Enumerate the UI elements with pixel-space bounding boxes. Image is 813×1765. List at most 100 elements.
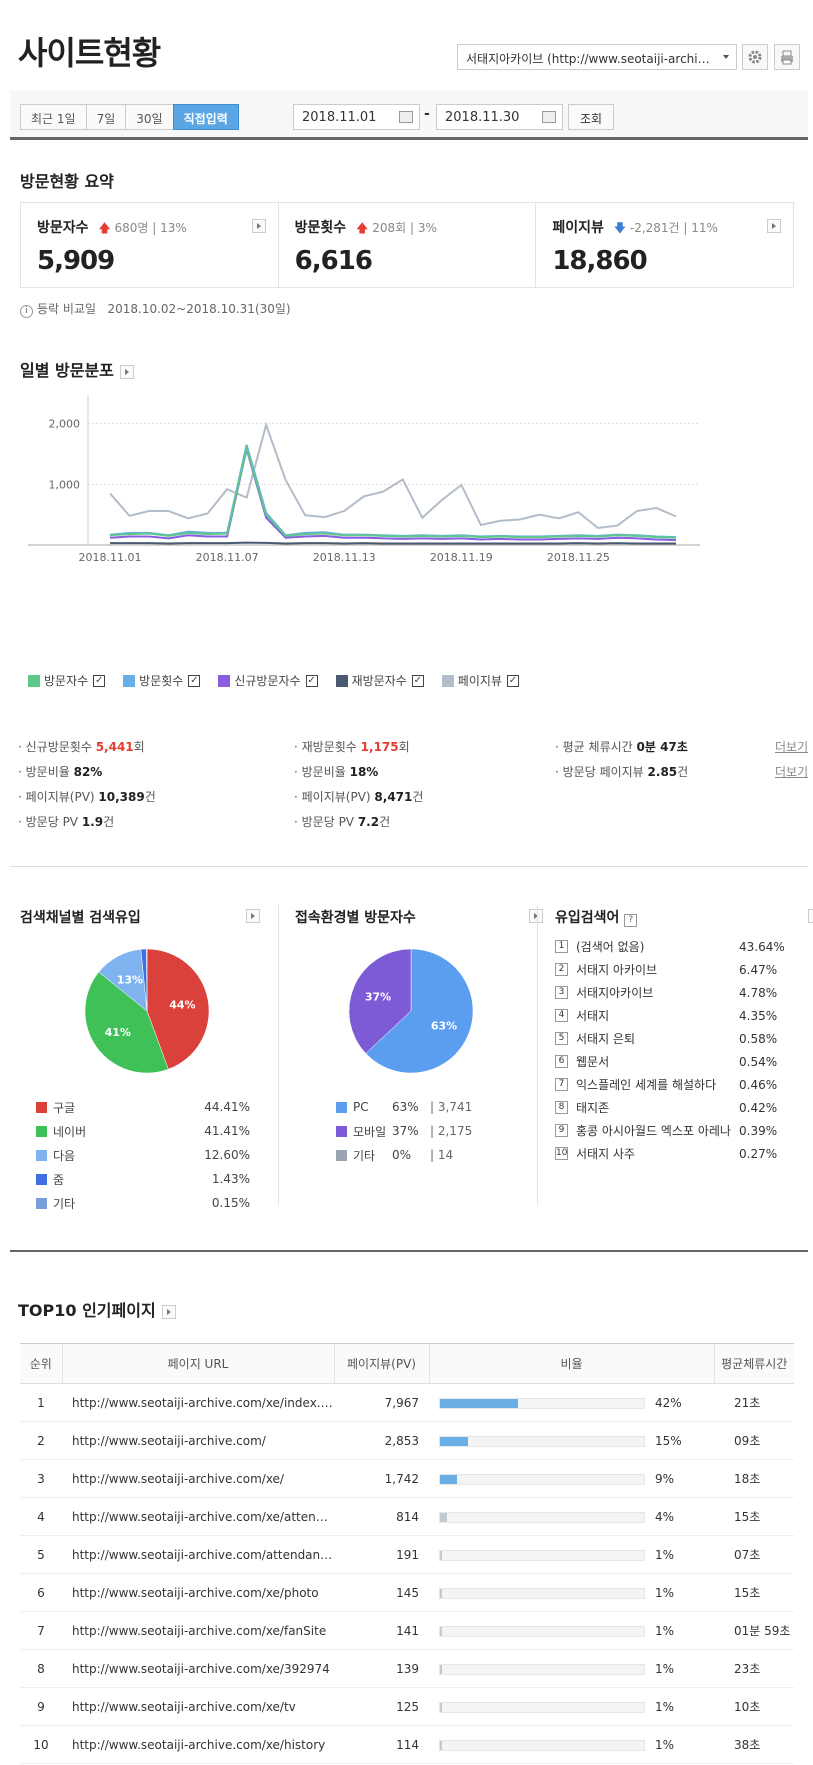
pv-cell: 145 <box>334 1573 429 1612</box>
keyword-row[interactable]: 7 익스플레인 세계를 해설하다 0.46% <box>555 1073 795 1096</box>
table-row: 10 http://www.seotaiji-archive.com/xe/his… <box>20 1725 794 1764</box>
keyword-row[interactable]: 9 홍콩 아시아월드 엑스포 아레나 0.39% <box>555 1119 795 1142</box>
url-link[interactable]: http://www.seotaiji-archive.com/xe/atten… <box>62 1497 334 1536</box>
more-button[interactable] <box>161 1304 176 1319</box>
summary-card-visitors: 방문자수 🡅 680명 | 13% 5,909 <box>21 203 279 287</box>
checkbox-checked-icon[interactable]: ✓ <box>411 674 424 687</box>
period-7day-button[interactable]: 7일 <box>85 104 127 130</box>
period-custom-button[interactable]: 직접입력 <box>172 104 239 130</box>
ratio-pct: 1% <box>655 1547 675 1562</box>
series-line-재방문자수 <box>110 541 676 545</box>
url-link[interactable]: http://www.seotaiji-archive.com/attendan… <box>62 1535 334 1574</box>
search-button[interactable]: 조회 <box>568 104 614 130</box>
legend-swatch <box>336 1101 347 1113</box>
rank-badge: 5 <box>555 1032 568 1045</box>
more-button[interactable] <box>528 908 543 923</box>
more-button[interactable] <box>767 219 782 233</box>
stat-unit: 건 <box>379 815 391 829</box>
date-to-value: 2018.11.30 <box>445 110 520 125</box>
ratio-pct: 1% <box>655 1623 675 1638</box>
keyword-row[interactable]: 8 태지존 0.42% <box>555 1096 795 1119</box>
url-link[interactable]: http://www.seotaiji-archive.com/xe/photo <box>62 1573 334 1612</box>
legend-swatch <box>335 674 348 687</box>
legend-item[interactable]: 페이지뷰 ✓ <box>441 672 519 689</box>
summary-card-label: 방문횟수 <box>294 220 347 236</box>
print-button[interactable] <box>774 44 800 70</box>
arrow-up-icon: 🡅 <box>98 221 111 235</box>
more-button[interactable] <box>246 908 260 923</box>
site-select[interactable]: 서태지아카이브 (http://www.seotaiji-archive.com… <box>457 44 737 70</box>
legend-pct: 0% <box>392 1148 412 1162</box>
rank-badge: 6 <box>555 1055 568 1068</box>
keyword-pct: 0.54% <box>739 1054 778 1069</box>
rank-cell: 2 <box>20 1421 62 1460</box>
more-button[interactable] <box>119 364 134 379</box>
url-link[interactable]: http://www.seotaiji-archive.com/ <box>62 1421 334 1460</box>
pv-cell: 141 <box>334 1611 429 1650</box>
help-icon[interactable]: ? <box>624 914 638 927</box>
url-link[interactable]: http://www.seotaiji-archive.com/xe/39297… <box>62 1649 334 1688</box>
legend-pct: 12.60% <box>204 1148 250 1162</box>
delta-pct: 11% <box>691 221 718 235</box>
legend-item[interactable]: 신규방문자수 ✓ <box>218 672 318 689</box>
checkbox-checked-icon[interactable]: ✓ <box>188 674 201 687</box>
compare-label: 등락 비교일 <box>37 302 97 316</box>
page-title: 사이트현황 <box>18 34 161 72</box>
rank-badge: 1 <box>555 940 568 953</box>
legend-item[interactable]: 재방문자수 ✓ <box>335 672 424 689</box>
more-button[interactable] <box>807 908 813 923</box>
legend-row: 네이버 41.41% <box>36 1119 250 1143</box>
checkbox-checked-icon[interactable]: ✓ <box>93 674 106 687</box>
keyword-pct: 4.35% <box>739 1008 778 1023</box>
url-link[interactable]: http://www.seotaiji-archive.com/xe/fanSi… <box>62 1611 334 1650</box>
stat-label: · 방문당 PV <box>294 815 358 829</box>
period-1day-button[interactable]: 최근 1일 <box>20 104 87 130</box>
legend-item[interactable]: 방문자수 ✓ <box>28 672 106 689</box>
stats-return-visits: · 재방문횟수 1,175회 · 방문비율 18% · 페이지뷰(PV) 8,471… <box>294 738 423 838</box>
date-from-input[interactable]: 2018.11.01 <box>293 104 420 130</box>
settings-button[interactable] <box>742 44 768 70</box>
url-link[interactable]: http://www.seotaiji-archive.com/xe/histo… <box>62 1725 334 1764</box>
keyword-row[interactable]: 1 (검색어 없음) 43.64% <box>555 935 795 958</box>
ratio-bar-fill <box>440 1740 443 1750</box>
pv-cell: 114 <box>334 1725 429 1764</box>
ratio-bar-fill <box>440 1664 443 1674</box>
ratio-cell: 1% <box>429 1687 714 1726</box>
period-30day-button[interactable]: 30일 <box>125 104 174 130</box>
legend-pct: 37% <box>392 1124 419 1138</box>
ratio-pct: 4% <box>655 1509 675 1524</box>
keyword-row[interactable]: 5 서태지 은퇴 0.58% <box>555 1027 795 1050</box>
calendar-icon[interactable] <box>542 111 556 123</box>
keyword-row[interactable]: 3 서태지아카이브 4.78% <box>555 981 795 1004</box>
keyword-pct: 4.78% <box>739 985 778 1000</box>
divider <box>10 1250 808 1252</box>
legend-swatch <box>36 1173 47 1185</box>
more-button[interactable] <box>251 219 266 233</box>
url-link[interactable]: http://www.seotaiji-archive.com/xe/ <box>62 1459 334 1498</box>
legend-swatch <box>336 1149 347 1161</box>
date-to-input[interactable]: 2018.11.30 <box>436 104 563 130</box>
summary-card-label: 페이지뷰 <box>552 220 604 236</box>
checkbox-checked-icon[interactable]: ✓ <box>506 674 519 687</box>
more-link[interactable]: 더보기 <box>775 740 809 754</box>
rank-badge: 4 <box>555 1009 568 1022</box>
keyword-row[interactable]: 4 서태지 4.35% <box>555 1004 795 1027</box>
calendar-icon[interactable] <box>399 111 413 123</box>
checkbox-checked-icon[interactable]: ✓ <box>305 674 318 687</box>
stat-unit: 건 <box>677 765 689 779</box>
time-cell: 23초 <box>714 1649 794 1688</box>
keyword-row[interactable]: 6 웹문서 0.54% <box>555 1050 795 1073</box>
url-link[interactable]: http://www.seotaiji-archive.com/xe/index… <box>62 1383 334 1422</box>
legend-row: 기타 0% | 14 <box>336 1143 506 1167</box>
daily-line-chart: 3,0002,0001,0002018.11.012018.11.072018.… <box>28 395 700 564</box>
rank-badge: 10 <box>555 1147 568 1160</box>
keyword-text: 서태지아카이브 <box>576 986 654 1000</box>
keyword-row[interactable]: 10 서태지 사주 0.27% <box>555 1142 795 1165</box>
more-link[interactable]: 더보기 <box>775 765 809 779</box>
ratio-pct: 9% <box>655 1471 675 1486</box>
keyword-row[interactable]: 2 서태지 아카이브 6.47% <box>555 958 795 981</box>
stat-value: 1,175 <box>360 740 399 754</box>
stat-label: · 방문당 페이지뷰 <box>555 765 648 779</box>
legend-item[interactable]: 방문횟수 ✓ <box>123 672 201 689</box>
url-link[interactable]: http://www.seotaiji-archive.com/xe/tv <box>62 1687 334 1726</box>
